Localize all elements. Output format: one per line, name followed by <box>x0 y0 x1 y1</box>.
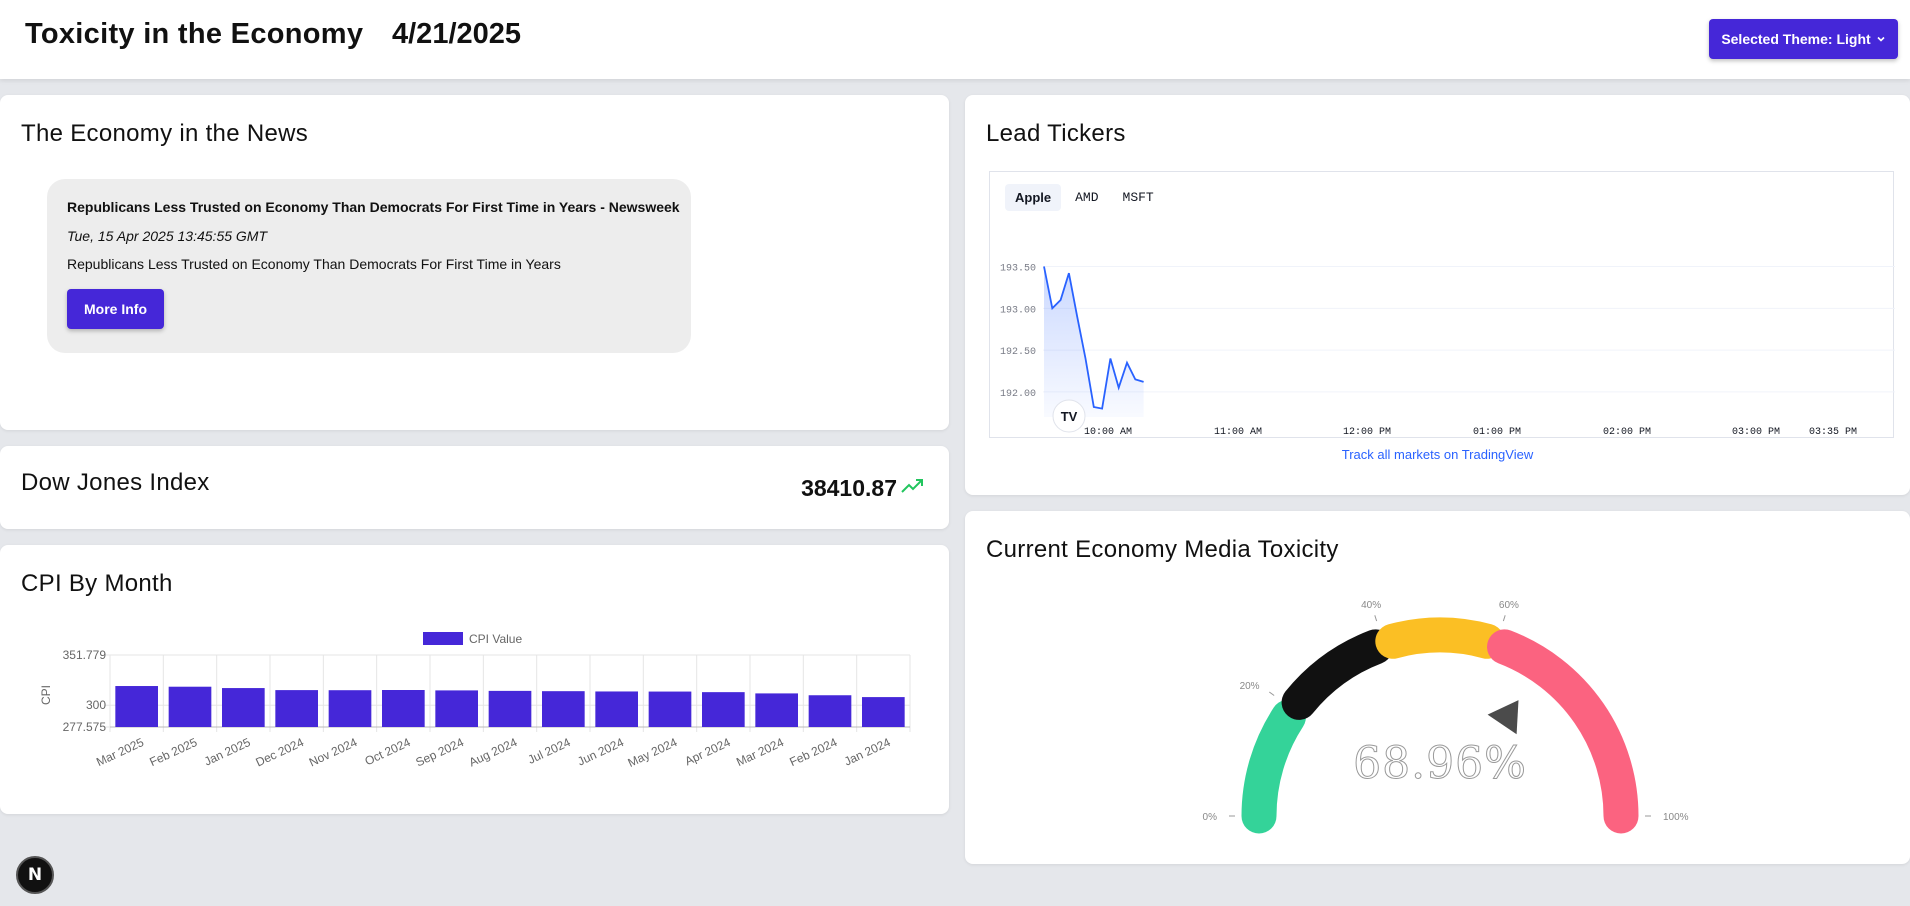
x-tick-label: 01:00 PM <box>1473 427 1521 438</box>
gauge-tick <box>1269 692 1274 696</box>
page-title: Toxicity in the Economy <box>25 18 363 51</box>
bar <box>275 690 318 727</box>
x-tick-label: Dec 2024 <box>253 735 306 770</box>
y-tick-label: 300 <box>86 698 106 712</box>
y-axis-label: CPI <box>39 685 53 705</box>
x-tick-label: Sep 2024 <box>413 735 466 770</box>
news-headline: Republicans Less Trusted on Economy Than… <box>67 199 680 215</box>
news-item: Republicans Less Trusted on Economy Than… <box>47 179 691 353</box>
x-tick-label: Jul 2024 <box>526 735 573 767</box>
gauge-tick-label: 60% <box>1499 600 1519 611</box>
tab-apple[interactable]: Apple <box>1005 184 1061 211</box>
bar <box>702 692 745 727</box>
y-tick-label: 193.00 <box>1000 305 1036 316</box>
x-tick-label: 03:00 PM <box>1732 427 1780 438</box>
x-tick-label: 02:00 PM <box>1603 427 1651 438</box>
x-tick-label: 12:00 PM <box>1343 427 1391 438</box>
theme-button-label: Selected Theme: Light <box>1721 31 1870 47</box>
tab-msft[interactable]: MSFT <box>1113 184 1164 211</box>
x-tick-label: Nov 2024 <box>307 735 360 770</box>
x-tick-label: Jan 2025 <box>202 735 253 769</box>
price-area <box>1044 267 1144 418</box>
bar <box>222 688 265 727</box>
gauge-value-label: 68.96% <box>1353 738 1527 789</box>
x-tick-label: 10:00 AM <box>1084 427 1132 438</box>
gauge-tick-label: 0% <box>1203 812 1218 823</box>
gauge-segment <box>1505 647 1622 816</box>
y-tick-label: 193.50 <box>1000 264 1036 275</box>
legend-label: CPI Value <box>469 632 522 646</box>
page-date: 4/21/2025 <box>392 18 521 51</box>
theme-select-button[interactable]: Selected Theme: Light <box>1709 19 1898 59</box>
y-tick-label: 277.575 <box>63 720 107 734</box>
tradingview-link[interactable]: Track all markets on TradingView <box>965 447 1910 462</box>
gauge-tick-label: 40% <box>1361 600 1381 611</box>
bar <box>169 687 212 727</box>
gauge-segment <box>1259 717 1288 816</box>
x-tick-label: Feb 2025 <box>147 735 199 769</box>
bar <box>862 697 905 727</box>
y-tick-label: 192.00 <box>1000 389 1036 400</box>
gauge-segment <box>1299 647 1375 703</box>
x-tick-label: Feb 2024 <box>787 735 839 769</box>
more-info-button[interactable]: More Info <box>67 289 164 329</box>
bar <box>329 690 372 727</box>
news-date: Tue, 15 Apr 2025 13:45:55 GMT <box>67 228 267 244</box>
bar <box>755 693 798 727</box>
gauge-segment <box>1393 635 1487 641</box>
bar <box>489 691 532 727</box>
x-tick-label: 11:00 AM <box>1214 427 1262 438</box>
header-bar: Toxicity in the Economy 4/21/2025 Select… <box>0 0 1910 79</box>
gauge-tick-label: 100% <box>1663 812 1689 823</box>
news-card: The Economy in the News Republicans Less… <box>0 95 949 430</box>
bar <box>382 690 425 727</box>
bar <box>435 690 478 727</box>
tradingview-logo: TV <box>1053 400 1085 432</box>
x-tick-label: May 2024 <box>626 735 680 770</box>
y-tick-label: 192.50 <box>1000 347 1036 358</box>
gauge-tick <box>1375 615 1377 621</box>
tab-amd[interactable]: AMD <box>1065 184 1108 211</box>
bar <box>115 686 158 727</box>
bar <box>542 691 585 727</box>
bar <box>649 692 692 727</box>
bar <box>809 695 852 727</box>
news-card-title: The Economy in the News <box>21 120 308 148</box>
gauge-needle <box>1488 700 1519 734</box>
logo-text: TV <box>1061 409 1078 424</box>
dow-jones-card: Dow Jones Index 38410.87 <box>0 446 949 529</box>
news-description: Republicans Less Trusted on Economy Than… <box>67 256 561 272</box>
toxicity-card: Current Economy Media Toxicity 0% 20% 40% 6… <box>965 511 1910 864</box>
lead-tickers-card: Lead Tickers 193.50 193.00 192.50 192.00 10:… <box>965 95 1910 495</box>
dow-jones-value: 38410.87 <box>801 475 897 502</box>
x-tick-label: Oct 2024 <box>363 735 413 768</box>
dow-jones-title: Dow Jones Index <box>21 469 210 497</box>
x-tick-label: Mar 2025 <box>94 735 146 769</box>
bar <box>595 691 638 727</box>
x-tick-label: 03:35 PM <box>1809 427 1857 438</box>
ticker-line-chart: 193.50 193.00 192.50 192.00 10:00 AM 11:00 AM… <box>990 172 1895 439</box>
legend-swatch <box>423 632 463 645</box>
gauge-tick-label: 20% <box>1240 681 1260 692</box>
trending-up-icon <box>901 476 925 496</box>
y-tick-label: 351.779 <box>63 648 107 662</box>
cpi-card: CPI By Month CPI Value CPI 351.779 300 277.5… <box>0 545 949 814</box>
tradingview-widget: 193.50 193.00 192.50 192.00 10:00 AM 11:00 AM… <box>989 171 1894 438</box>
gauge-tick <box>1503 615 1505 621</box>
x-tick-label: Jun 2024 <box>575 735 626 769</box>
x-tick-label: Aug 2024 <box>467 735 520 770</box>
lead-tickers-title: Lead Tickers <box>986 120 1126 148</box>
toxicity-gauge: 0% 20% 40% 60% 100% 68.96% <box>965 511 1910 864</box>
chevron-down-icon <box>1876 34 1886 44</box>
ticker-tabs: Apple AMD MSFT <box>1005 184 1164 211</box>
x-tick-label: Mar 2024 <box>734 735 786 769</box>
x-tick-label: Jan 2024 <box>842 735 893 769</box>
nextjs-dev-badge[interactable]: N <box>16 856 54 894</box>
x-tick-label: Apr 2024 <box>683 735 733 768</box>
